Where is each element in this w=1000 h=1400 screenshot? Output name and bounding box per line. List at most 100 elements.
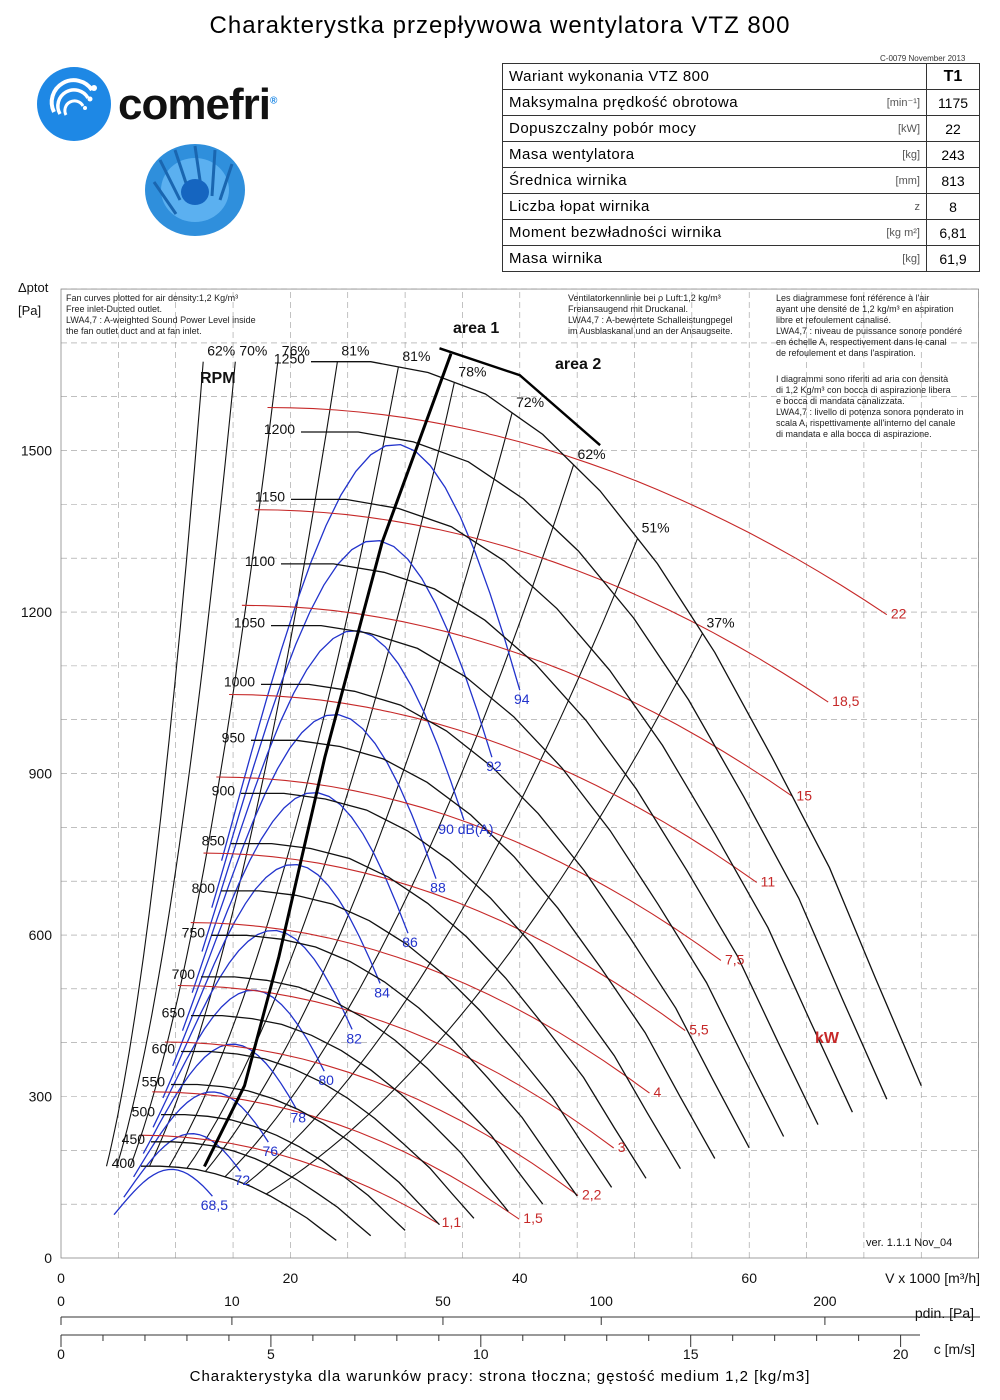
power-curves <box>139 406 888 1224</box>
rpm-curve <box>161 1113 406 1231</box>
spec-table-body: Wariant wykonania VTZ 800 T1 Maksymalna pr… <box>501 63 980 272</box>
logo-name: comefri <box>118 80 271 129</box>
c-tick-label: 10 <box>473 1346 489 1362</box>
spec-label: Moment bezwładności wirnika <box>501 219 859 246</box>
spec-value: 61,9 <box>926 245 980 272</box>
efficiency-line <box>168 366 399 1168</box>
power-label: 15 <box>796 787 812 803</box>
note-de: Ventilatorkennlinie bei ρ Luft:1,2 kg/m³ <box>568 293 721 303</box>
rpm-label: 1050 <box>234 615 265 631</box>
area-1-label: area 1 <box>453 320 499 337</box>
noise-label: 82 <box>346 1030 362 1046</box>
area-2-boundary <box>439 347 601 447</box>
spec-unit: [kW] <box>858 115 927 142</box>
c-axis-label: c [m/s] <box>934 1341 975 1357</box>
spec-label: Średnica wirnika <box>501 167 859 194</box>
note-en: Free inlet-Ducted outlet. <box>66 304 162 314</box>
y-tick-label: 600 <box>29 927 53 943</box>
noise-label: 94 <box>514 691 530 707</box>
version-label: ver. 1.1.1 Nov_04 <box>866 1237 952 1249</box>
pdin-tick-label: 50 <box>435 1293 451 1309</box>
power-label: 5,5 <box>689 1022 709 1038</box>
spec-row: Moment bezwładności wirnika [kg m²] 6,81 <box>501 219 980 246</box>
note-fr: LWA4,7 : niveau de puissance sonore pond… <box>776 326 962 336</box>
rpm-axis-label: RPM <box>200 370 236 387</box>
noise-curve <box>142 1043 297 1154</box>
note-it: e bocca di mandata canalizzata. <box>776 396 905 406</box>
efficiency-line <box>129 361 279 1167</box>
rpm-curve <box>201 976 544 1205</box>
rpm-label: 400 <box>112 1155 136 1171</box>
spec-table: Wariant wykonania VTZ 800 T1 Maksymalna pr… <box>501 63 980 272</box>
efficiency-label: 81% <box>341 343 369 359</box>
spec-label: Liczba łopat wirnika <box>501 193 859 220</box>
note-it: scala A, rispettivamente all'interno del… <box>776 418 955 428</box>
efficiency-line <box>105 361 204 1167</box>
pdin-tick-label: 10 <box>224 1293 240 1309</box>
noise-label: 76 <box>263 1143 279 1159</box>
note-fr: Les diagrammese font référence à l'air <box>776 293 929 303</box>
noise-label: 92 <box>486 758 502 774</box>
pdin-tick-label: 0 <box>57 1293 65 1309</box>
spec-row: Liczba łopat wirnika z 8 <box>501 193 980 220</box>
efficiency-label: 76% <box>282 343 310 359</box>
power-label: 2,2 <box>582 1186 602 1202</box>
spec-unit: [kg] <box>858 245 927 272</box>
note-en: LWA4,7 : A-weighted Sound Power Level in… <box>66 315 256 325</box>
rpm-curve <box>221 890 613 1188</box>
comefri-swirl-logo-icon <box>37 67 111 141</box>
rpm-curve <box>191 1014 509 1212</box>
efficiency-line <box>204 412 513 1172</box>
chart-labels: 62% 70% 76% 81% 81%78%72%62%51%37%4004505005… <box>66 293 964 1249</box>
rpm-curve <box>151 1141 372 1237</box>
rpm-curve <box>271 624 785 1137</box>
rpm-label: 750 <box>182 924 206 940</box>
rpm-curve <box>291 498 853 1113</box>
spec-unit: z <box>858 193 927 220</box>
note-fr: libre et refoulement canalisé. <box>776 315 891 325</box>
noise-label: 68,5 <box>201 1197 228 1213</box>
efficiency-label: 62% <box>207 343 235 359</box>
pdin-tick-label: 200 <box>813 1293 837 1309</box>
note-de: LWA4,7 : A-bewertete Schalleistungpegel <box>568 315 733 325</box>
noise-label: 78 <box>290 1110 306 1126</box>
spec-label: Maksymalna prędkość obrotowa <box>501 89 859 116</box>
rpm-curve <box>301 431 888 1100</box>
y-tick-label: 300 <box>29 1089 53 1105</box>
footer-note: Charakterystyka dla warunków pracy: stro… <box>189 1368 811 1385</box>
spec-value: 8 <box>926 193 980 220</box>
noise-label: 72 <box>235 1172 251 1188</box>
spec-value: 22 <box>926 115 980 142</box>
spec-value: 813 <box>926 167 980 194</box>
power-unit-label: kW <box>815 1030 840 1047</box>
x-axis-label: V x 1000 [m³/h] <box>885 1270 980 1286</box>
rpm-label: 600 <box>152 1040 176 1056</box>
spec-label: Masa wentylatora <box>501 141 859 168</box>
noise-label: 86 <box>402 934 418 950</box>
note-fr: en échelle A, respectivement dans le can… <box>776 337 947 347</box>
x-tick-label: 0 <box>57 1270 65 1286</box>
spec-unit: [kg m²] <box>858 219 927 246</box>
rpm-label: 900 <box>212 782 236 798</box>
efficiency-label: 78% <box>458 363 486 379</box>
power-label: 1,5 <box>523 1210 543 1226</box>
efficiency-line <box>245 538 639 1185</box>
spec-label: Dopuszczalny pobór mocy <box>501 115 859 142</box>
spec-value: 1175 <box>926 89 980 116</box>
noise-curve <box>181 792 409 1031</box>
power-label: 22 <box>891 606 907 622</box>
y-axis-label: Δptot <box>18 280 49 295</box>
note-en: the fan outlet duct and at fan inlet. <box>66 326 202 336</box>
rpm-label: 700 <box>172 966 196 982</box>
power-label: 3 <box>618 1139 626 1155</box>
noise-label: 90 dB(A) <box>438 821 493 837</box>
area-boundaries <box>203 347 601 1168</box>
rpm-label: 650 <box>162 1005 186 1021</box>
y-axis-unit: [Pa] <box>18 303 41 318</box>
noise-curves <box>113 443 521 1216</box>
spec-row: Średnica wirnika [mm] 813 <box>501 167 980 194</box>
spec-value: T1 <box>926 63 980 90</box>
c-tick-label: 20 <box>893 1346 909 1362</box>
y-tick-label: 0 <box>44 1250 52 1266</box>
power-curve <box>216 776 722 961</box>
